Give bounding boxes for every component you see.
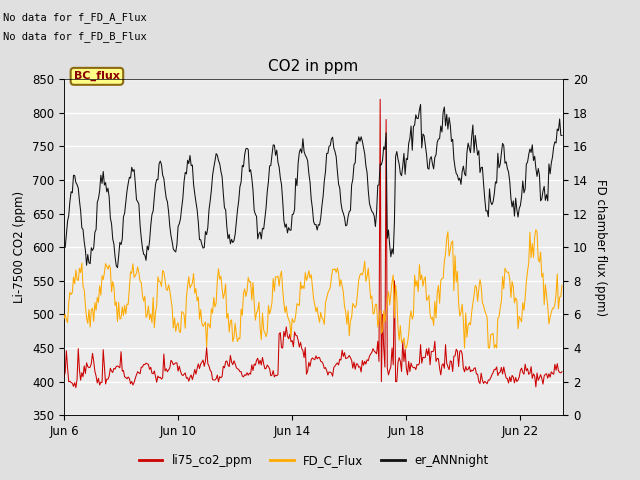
- Legend: li75_co2_ppm, FD_C_Flux, er_ANNnight: li75_co2_ppm, FD_C_Flux, er_ANNnight: [134, 449, 493, 472]
- Text: BC_flux: BC_flux: [74, 71, 120, 82]
- Y-axis label: FD chamber flux (ppm): FD chamber flux (ppm): [595, 179, 607, 316]
- Text: No data for f_FD_A_Flux: No data for f_FD_A_Flux: [3, 12, 147, 23]
- Title: CO2 in ppm: CO2 in ppm: [268, 59, 359, 74]
- Y-axis label: Li-7500 CO2 (ppm): Li-7500 CO2 (ppm): [13, 191, 26, 303]
- Text: No data for f_FD_B_Flux: No data for f_FD_B_Flux: [3, 31, 147, 42]
